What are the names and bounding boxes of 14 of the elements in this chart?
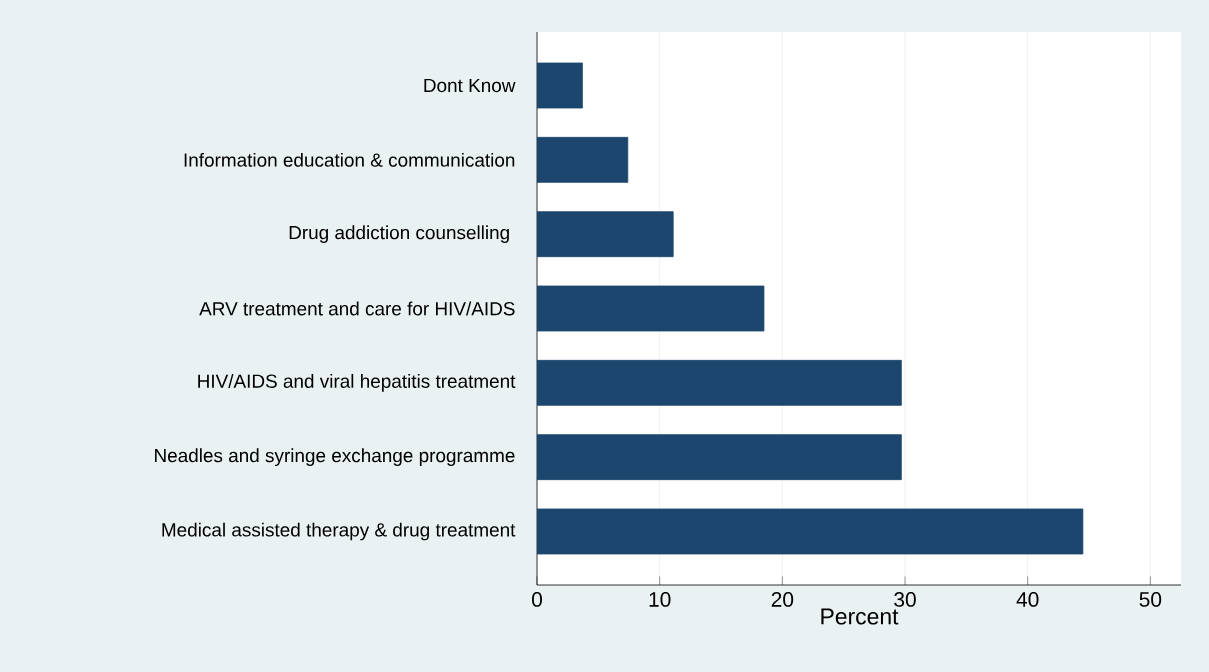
- x-tick-label: 30: [894, 592, 916, 607]
- y-tick-label: HIV/AIDS and viral hepatitis treatment: [198, 374, 516, 392]
- y-tick-label: Dont Know: [424, 78, 516, 93]
- y-tick-label: ARV treatment and care for HIV/AIDS: [199, 301, 515, 316]
- x-tick-label: 0: [532, 592, 543, 607]
- x-tick-label: 40: [1016, 592, 1039, 607]
- x-axis-title: Percent: [821, 608, 899, 625]
- x-tick-label: 20: [771, 592, 794, 607]
- y-tick-label: Information education & communication: [184, 152, 515, 167]
- x-tick-label: 50: [1139, 592, 1162, 607]
- x-tick-label: 10: [649, 592, 671, 607]
- y-tick-label: Drug addiction counselling: [289, 225, 509, 244]
- y-tick-label: Neadles and syringe exchange programme: [155, 448, 515, 466]
- y-tick-label: Medical assisted therapy & drug treatment: [162, 522, 516, 541]
